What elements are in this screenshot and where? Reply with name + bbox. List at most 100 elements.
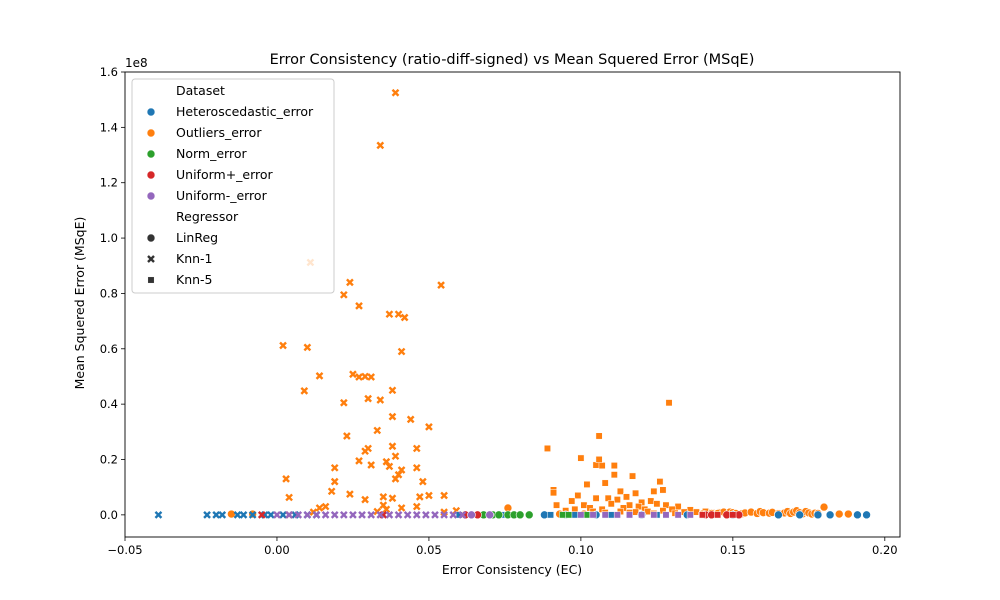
data-point-heteroscedastic-error-knn-1-stroke — [212, 511, 221, 519]
data-point-uniform-error-knn-1 — [412, 511, 421, 519]
data-point-uniform-error-knn-5 — [662, 511, 670, 519]
data-point-outliers-error-knn-1-stroke — [406, 415, 415, 424]
data-point-outliers-error-knn-1 — [388, 494, 397, 503]
data-point-outliers-error-knn-1 — [415, 493, 424, 501]
data-point-heteroscedastic-error-linreg — [853, 510, 862, 520]
data-point-heteroscedastic-error-knn-1 — [239, 511, 248, 519]
data-point-outliers-error-knn-1-stroke — [388, 386, 397, 395]
data-point-outliers-error-knn-1 — [373, 426, 382, 435]
legend-label: Norm_error — [176, 146, 247, 161]
data-point-heteroscedastic-error-linreg — [825, 510, 835, 520]
data-point-outliers-error-knn-1-stroke — [361, 372, 369, 381]
data-point-outliers-error-knn-5 — [647, 497, 655, 505]
data-point-outliers-error-knn-1-stroke — [388, 494, 397, 503]
data-point-outliers-error-knn-5 — [613, 496, 621, 504]
legend-label: Knn-5 — [176, 272, 213, 287]
data-point-uniform-error-knn-1-stroke — [339, 511, 348, 519]
legend-marker — [147, 276, 155, 284]
x-tick-label: 0.20 — [872, 543, 898, 557]
data-point-outliers-error-knn-5 — [610, 471, 618, 479]
data-point-uniform-error-knn-1 — [394, 511, 403, 519]
data-point-heteroscedastic-error-knn-1-stroke — [218, 511, 227, 519]
data-point-uniform-error-knn-1-stroke — [273, 511, 281, 519]
data-point-heteroscedastic-error-knn-5 — [607, 511, 615, 519]
data-point-heteroscedastic-error-knn-1 — [203, 511, 211, 519]
data-point-outliers-error-knn-1 — [376, 141, 385, 150]
data-point-outliers-error-knn-1-stroke — [376, 141, 385, 150]
data-point-uniform-error-knn-1-stroke — [385, 511, 394, 519]
data-point-outliers-error-knn-1 — [315, 504, 324, 512]
data-point-heteroscedastic-error-knn-1-stroke — [203, 511, 211, 519]
plot-area — [154, 88, 871, 520]
data-point-outliers-error-knn-5 — [665, 399, 673, 407]
legend-label: LinReg — [176, 230, 218, 245]
data-point-outliers-error-knn-1-stroke — [385, 310, 394, 319]
data-point-outliers-error-knn-1-stroke — [327, 487, 336, 496]
legend-marker — [146, 170, 156, 180]
data-point-outliers-error-knn-1-stroke — [385, 462, 394, 471]
data-point-uniform-error-knn-1-stroke — [376, 511, 385, 519]
data-point-outliers-error-knn-5 — [595, 456, 603, 463]
data-point-outliers-error-knn-1 — [300, 387, 309, 395]
legend-marker — [146, 107, 156, 117]
data-point-outliers-error-knn-1 — [397, 504, 406, 512]
data-point-uniform-error-knn-1 — [294, 511, 303, 519]
legend-box — [131, 78, 335, 294]
data-point-outliers-error-knn-1-stroke — [412, 444, 421, 453]
data-point-uniform-error-knn-5 — [729, 511, 737, 519]
data-point-outliers-error-knn-1 — [388, 386, 397, 395]
data-point-outliers-error-knn-1 — [339, 398, 348, 407]
data-point-outliers-error-knn-1-stroke — [400, 313, 409, 322]
data-point-outliers-error-knn-1-stroke — [391, 452, 400, 461]
data-point-uniform-error-knn-1 — [257, 511, 266, 519]
data-point-uniform-error-knn-1 — [321, 511, 330, 519]
data-point-heteroscedastic-error-knn-1 — [279, 511, 287, 519]
legend-label: Uniform-_error — [176, 188, 268, 203]
data-point-uniform-error-knn-1-stroke — [412, 511, 421, 519]
data-point-outliers-error-knn-1-stroke — [355, 373, 363, 381]
data-point-outliers-error-knn-1-stroke — [315, 504, 324, 512]
data-point-outliers-error-knn-1 — [385, 462, 394, 471]
data-point-uniform-error-knn-1-stroke — [294, 511, 303, 519]
legend-title-dataset: Dataset — [176, 83, 225, 98]
data-point-uniform-error-knn-1-stroke — [330, 511, 339, 519]
data-point-outliers-error-knn-5 — [595, 432, 603, 440]
data-point-uniform-error-knn-5 — [577, 511, 585, 519]
data-point-outliers-error-knn-1-stroke — [418, 477, 427, 486]
data-point-outliers-error-knn-1-stroke — [397, 504, 406, 512]
data-point-uniform-error-knn-1 — [339, 511, 348, 519]
data-point-uniform-error-knn-1-stroke — [321, 511, 330, 519]
data-point-heteroscedastic-error-knn-1 — [233, 511, 242, 519]
data-point-outliers-error-linreg — [834, 509, 844, 519]
data-point-outliers-error-knn-5 — [553, 501, 561, 509]
x-tick-label: 0.00 — [264, 543, 290, 557]
legend-marker — [146, 191, 156, 201]
legend-label: Uniform+_error — [176, 167, 274, 182]
data-point-heteroscedastic-error-knn-1-stroke — [279, 511, 287, 519]
data-point-outliers-error-knn-1 — [412, 502, 421, 511]
data-point-uniform-error-knn-1-stroke — [431, 511, 439, 519]
data-point-uniform-error-knn-1 — [312, 511, 321, 519]
x-tick-label: 0.15 — [720, 543, 746, 557]
data-point-heteroscedastic-error-knn-1 — [154, 511, 163, 519]
y-tick-label: 0.6 — [100, 342, 118, 356]
data-point-heteroscedastic-error-knn-1 — [218, 511, 227, 519]
data-point-uniform-error-knn-1 — [330, 511, 339, 519]
data-point-outliers-error-knn-1-stroke — [376, 396, 385, 404]
data-point-outliers-error-knn-5 — [653, 500, 661, 508]
data-point-outliers-error-knn-1 — [425, 491, 433, 500]
data-point-outliers-error-knn-1 — [361, 372, 369, 381]
data-point-uniform-error-knn-1-stroke — [349, 511, 357, 519]
y-tick-label: 0.4 — [100, 397, 118, 411]
legend-marker — [147, 255, 155, 263]
data-point-uniform-error-knn-1-stroke — [312, 511, 321, 519]
data-point-heteroscedastic-error-knn-1 — [212, 511, 221, 519]
data-point-outliers-error-knn-1 — [355, 373, 363, 381]
data-point-outliers-error-knn-1 — [364, 394, 372, 403]
data-point-uniform-error-knn-1 — [403, 511, 412, 519]
data-point-outliers-error-knn-1-stroke — [367, 373, 376, 381]
data-point-outliers-error-knn-1-stroke — [355, 302, 363, 310]
data-point-outliers-error-knn-5 — [616, 487, 624, 495]
data-point-uniform-error-knn-5 — [638, 511, 646, 519]
data-point-outliers-error-linreg — [819, 502, 829, 512]
